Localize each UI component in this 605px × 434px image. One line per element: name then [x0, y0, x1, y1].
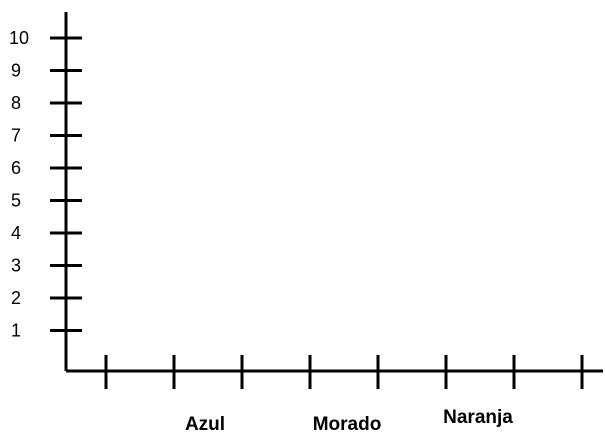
y-tick-label: 9 [11, 61, 21, 81]
y-tick-label: 5 [11, 191, 21, 211]
y-ticks: 1 2 3 4 5 6 7 8 9 10 [9, 28, 82, 341]
y-tick-label: 3 [11, 256, 21, 276]
category-label-morado: Morado [313, 414, 382, 434]
y-tick-label: 8 [11, 93, 21, 113]
y-tick-label: 7 [11, 126, 21, 146]
y-tick-label: 2 [11, 288, 21, 308]
y-tick-label: 4 [11, 223, 21, 243]
y-tick-label: 10 [9, 28, 29, 48]
category-label-naranja: Naranja [443, 407, 513, 428]
category-label-azul: Azul [185, 414, 225, 434]
y-tick-label: 1 [11, 321, 21, 341]
x-ticks [104, 355, 584, 389]
category-labels: Azul Morado Naranja [185, 407, 513, 434]
y-tick-label: 6 [11, 158, 21, 178]
